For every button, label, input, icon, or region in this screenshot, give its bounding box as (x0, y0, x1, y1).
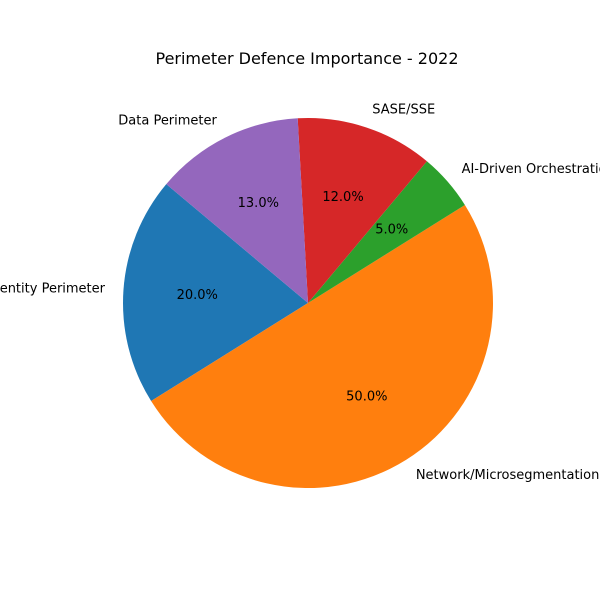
slice-percent-label: 5.0% (375, 223, 408, 238)
slice-percent-label: 12.0% (322, 190, 363, 205)
slice-label: Network/Microsegmentation (416, 468, 600, 483)
chart-title: Perimeter Defence Importance - 2022 (155, 49, 458, 68)
slice-label: AI-Driven Orchestration (462, 162, 600, 177)
slice-label: Identity Perimeter (0, 281, 106, 296)
pie-slice (123, 184, 308, 402)
pie-slice (166, 118, 308, 304)
pie-slice (297, 118, 427, 303)
pie-slice (308, 161, 465, 303)
slice-percent-label: 20.0% (177, 288, 218, 303)
slice-label: Data Perimeter (118, 114, 217, 129)
slice-label: SASE/SSE (372, 102, 435, 117)
slice-percent-label: 13.0% (238, 196, 279, 211)
pie-slice (151, 204, 494, 489)
slice-percent-label: 50.0% (346, 390, 387, 405)
